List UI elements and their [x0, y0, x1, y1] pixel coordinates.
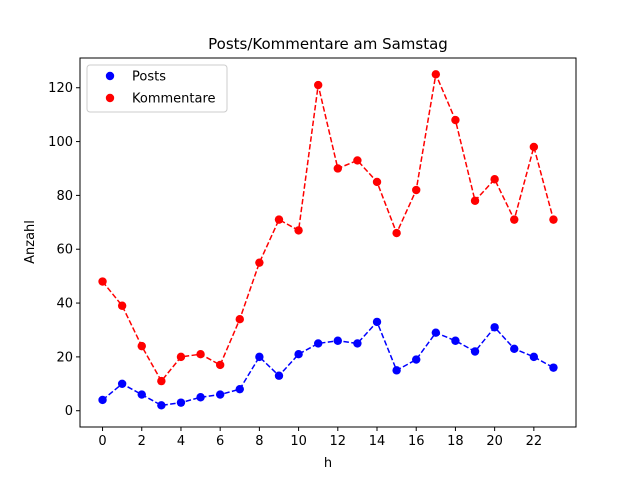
x-tick-label: 22: [526, 434, 543, 449]
x-tick-label: 14: [369, 434, 386, 449]
data-point-posts: [549, 363, 558, 372]
legend-label-posts: Posts: [132, 70, 166, 85]
y-tick-label: 120: [48, 81, 73, 96]
data-point-kommentare: [117, 301, 127, 310]
data-point-kommentare: [235, 315, 244, 324]
y-axis-label: Anzahl: [23, 220, 38, 264]
x-axis-label: h: [324, 456, 332, 471]
data-point-posts: [137, 390, 146, 399]
plot-area: [79, 57, 577, 428]
data-point-kommentare: [451, 115, 460, 125]
data-point-posts: [372, 317, 382, 327]
x-tick-label: 12: [330, 434, 347, 449]
data-point-posts: [392, 366, 401, 375]
data-point-posts: [274, 371, 284, 380]
x-tick-label: 8: [255, 434, 263, 449]
x-tick-label: 0: [98, 434, 106, 449]
y-axis: 0 20 40 60 80 100 120: [48, 81, 80, 419]
data-point-kommentare: [157, 376, 166, 386]
y-tick-label: 20: [56, 350, 73, 365]
data-point-posts: [333, 336, 343, 345]
legend-box: [86, 64, 228, 113]
data-point-kommentare: [549, 215, 558, 224]
data-point-kommentare: [510, 215, 519, 224]
series-line-posts: [102, 320, 554, 407]
data-point-kommentare: [431, 70, 441, 79]
data-point-posts: [470, 347, 480, 356]
chart-title: Posts/Kommentare am Samstag: [208, 35, 448, 53]
data-point-posts: [196, 393, 205, 402]
data-point-kommentare: [392, 228, 401, 238]
data-point-posts: [431, 328, 441, 337]
x-axis: 0 2 4 6 8 10 12 14 16 18 20 22: [98, 427, 542, 449]
x-tick-label: 2: [138, 434, 146, 449]
series-kommentare: [98, 70, 558, 386]
data-point-posts: [98, 395, 107, 405]
data-point-kommentare: [176, 352, 186, 362]
x-tick-label: 4: [177, 434, 185, 449]
data-point-kommentare: [333, 164, 343, 173]
data-point-kommentare: [313, 80, 323, 90]
legend-marker-kommentare: [105, 93, 115, 103]
legend-marker-posts: [105, 71, 115, 81]
y-tick-label: 60: [56, 243, 73, 258]
data-point-posts: [412, 355, 421, 364]
data-point-posts: [529, 352, 539, 362]
y-tick-label: 80: [56, 189, 73, 204]
x-tick-label: 20: [486, 434, 503, 449]
x-tick-label: 18: [447, 434, 464, 449]
data-point-posts: [157, 401, 166, 410]
data-point-posts: [215, 390, 225, 399]
series-posts: [98, 317, 558, 410]
data-point-kommentare: [98, 277, 107, 286]
data-point-posts: [235, 384, 244, 394]
data-point-posts: [313, 339, 323, 348]
legend-label-kommentare: Kommentare: [132, 92, 216, 107]
x-tick-label: 10: [290, 434, 307, 449]
y-tick-label: 100: [48, 135, 73, 150]
x-tick-label: 16: [408, 434, 425, 449]
data-point-posts: [176, 398, 186, 407]
data-point-posts: [294, 349, 303, 359]
data-point-posts: [490, 323, 499, 332]
data-point-kommentare: [137, 341, 146, 351]
data-point-kommentare: [490, 175, 499, 184]
data-point-kommentare: [274, 215, 284, 224]
data-point-kommentare: [294, 226, 303, 235]
data-point-posts: [255, 352, 264, 362]
data-point-kommentare: [372, 177, 382, 187]
data-point-kommentare: [353, 156, 362, 165]
data-point-kommentare: [412, 185, 421, 195]
y-tick-label: 0: [65, 404, 73, 419]
data-point-kommentare: [470, 196, 480, 205]
data-point-kommentare: [196, 349, 205, 359]
data-point-posts: [353, 339, 362, 348]
series-line-kommentare: [101, 71, 555, 383]
data-point-kommentare: [255, 258, 264, 267]
series-layer: [98, 70, 558, 410]
y-tick-label: 40: [56, 297, 73, 312]
data-point-kommentare: [215, 360, 225, 370]
data-point-kommentare: [529, 142, 539, 152]
data-point-posts: [510, 344, 519, 354]
data-point-posts: [451, 336, 460, 345]
legend: Posts Kommentare: [86, 64, 228, 113]
data-point-posts: [117, 379, 127, 389]
x-tick-label: 6: [216, 434, 224, 449]
